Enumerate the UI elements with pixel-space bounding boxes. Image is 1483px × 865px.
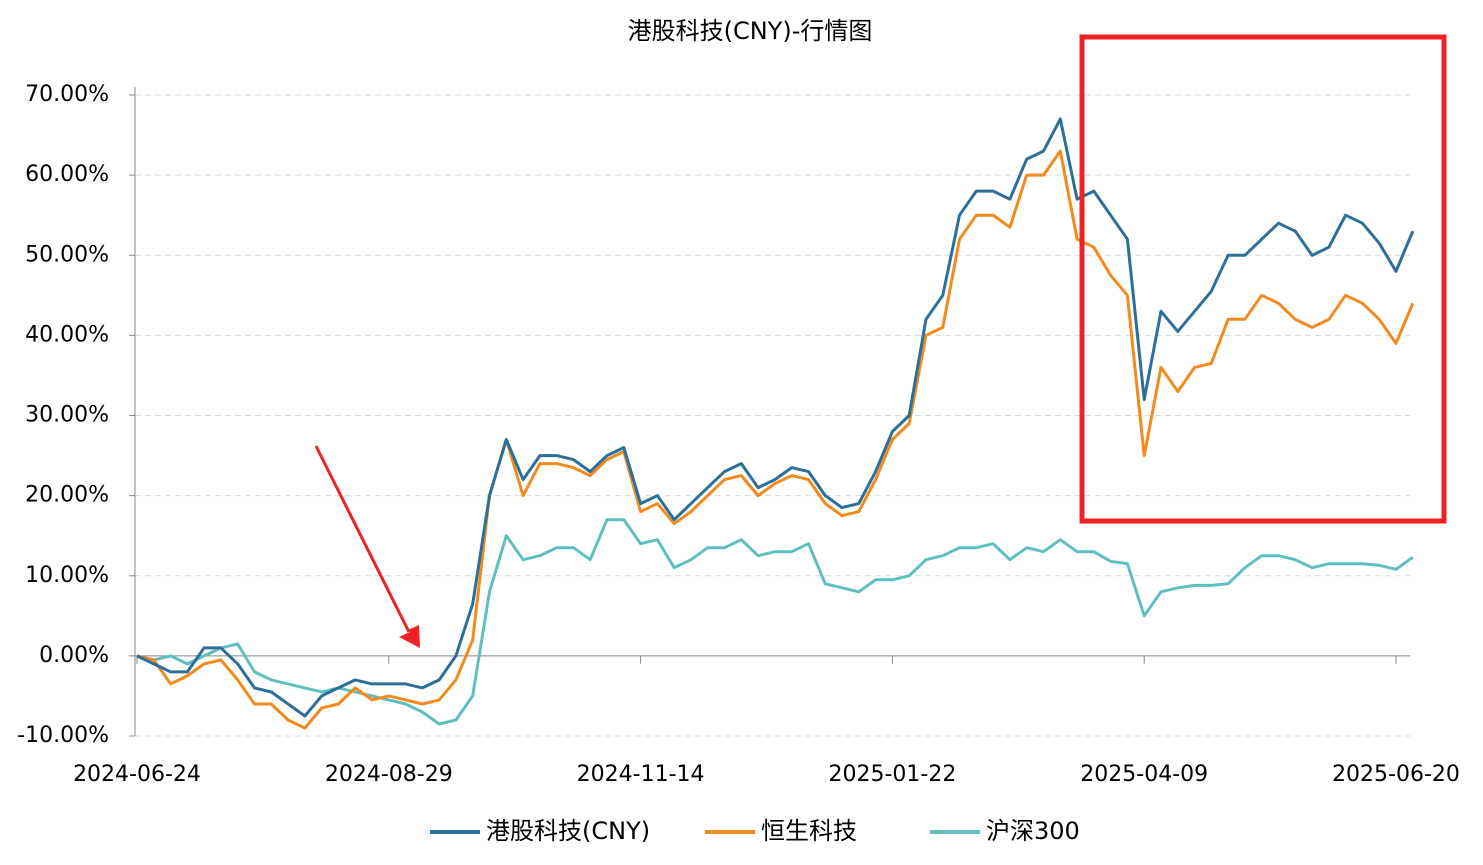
y-tick-label: 40.00%: [25, 322, 109, 347]
y-tick-label: 70.00%: [25, 82, 109, 107]
series-line: [136, 149, 1415, 730]
legend-label: 港股科技(CNY): [486, 817, 650, 845]
plot-area: -10.00% 0.00% 10.00% 20.00% 30.00% 40.00% 50.0…: [17, 82, 1460, 787]
y-tick-label: -10.00%: [17, 723, 109, 748]
y-tick-label: 0.00%: [39, 643, 109, 668]
highlight-box: [1079, 34, 1447, 524]
y-tick-label: 10.00%: [25, 563, 109, 588]
y-tick-label: 20.00%: [25, 483, 109, 508]
x-tick-label: 2025-01-22: [828, 762, 956, 787]
annotation-arrow-shaft: [314, 445, 411, 633]
series-line: [136, 117, 1415, 718]
chart-title: 港股科技(CNY)-行情图: [628, 17, 873, 45]
x-tick-label: 2024-11-14: [577, 762, 705, 787]
x-tick-label: 2024-08-29: [325, 762, 453, 787]
x-tick-label: 2025-04-09: [1080, 762, 1208, 787]
y-tick-label: 30.00%: [25, 403, 109, 428]
series-line: [136, 518, 1414, 726]
x-tick-label: 2024-06-24: [73, 762, 201, 787]
legend-label: 恒生科技: [761, 817, 857, 845]
legend-label: 沪深300: [986, 817, 1080, 845]
y-tick-label: 50.00%: [25, 242, 109, 267]
y-tick-label: 60.00%: [25, 162, 109, 187]
x-tick-label: 2025-06-20: [1332, 762, 1460, 787]
